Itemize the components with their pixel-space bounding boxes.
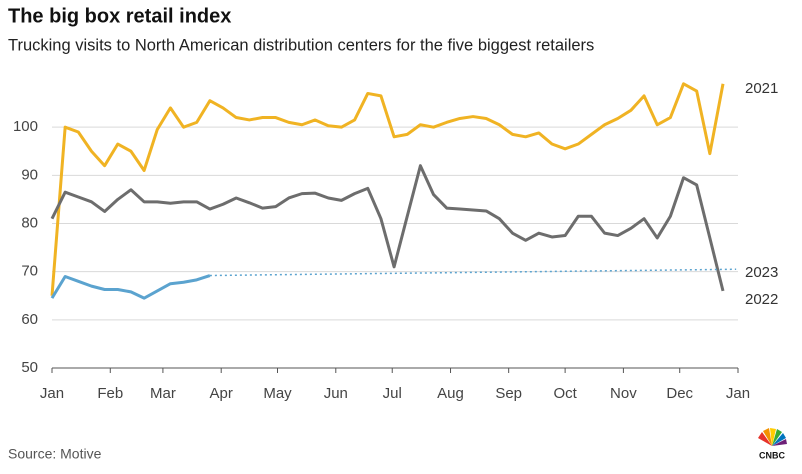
- chart-subtitle: Trucking visits to North American distri…: [8, 36, 594, 54]
- y-tick-label: 100: [13, 118, 38, 135]
- x-tick-label: Jun: [324, 385, 348, 402]
- x-tick-label: Sep: [495, 385, 522, 402]
- y-tick-label: 80: [21, 214, 38, 231]
- y-tick-label: 70: [21, 263, 38, 280]
- y-tick-label: 60: [21, 311, 38, 328]
- chart-title: The big box retail index: [8, 5, 231, 27]
- x-tick-label: Mar: [150, 385, 176, 402]
- x-tick-label: Nov: [610, 385, 637, 402]
- x-tick-label: Aug: [437, 385, 464, 402]
- series-label: 2023: [745, 264, 778, 281]
- x-tick-label: Jan: [726, 385, 750, 402]
- x-tick-label: Dec: [666, 385, 693, 402]
- logo-text: CNBC: [759, 450, 785, 460]
- y-tick-label: 50: [21, 359, 38, 376]
- x-tick-label: May: [263, 385, 292, 402]
- projection-line: [209, 268, 737, 277]
- series-line: [50, 82, 725, 296]
- x-tick-label: Feb: [97, 385, 123, 402]
- series-line: [50, 164, 725, 292]
- series-label: 2022: [745, 291, 778, 308]
- x-tick-label: Jan: [40, 385, 64, 402]
- x-tick-label: Oct: [553, 385, 577, 402]
- x-tick-label: Jul: [383, 385, 402, 402]
- logo: CNBC: [758, 428, 787, 460]
- logo-peacock: [758, 428, 787, 446]
- series-label: 2021: [745, 80, 778, 97]
- series-line: [50, 274, 211, 300]
- x-tick-label: Apr: [210, 385, 233, 402]
- y-tick-label: 90: [21, 166, 38, 183]
- source: Source: Motive: [8, 446, 102, 462]
